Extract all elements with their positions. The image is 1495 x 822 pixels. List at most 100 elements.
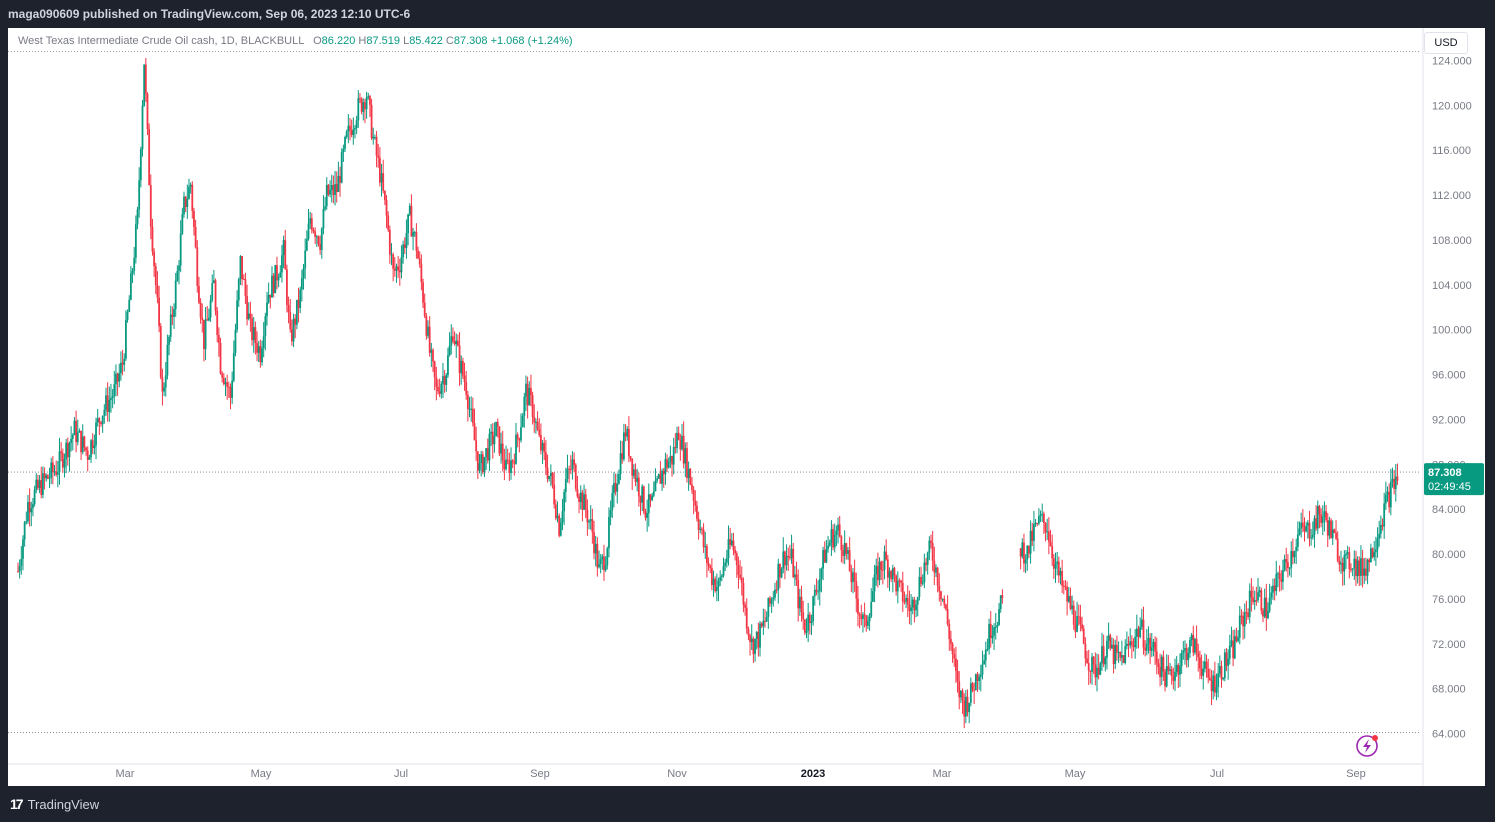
candle-body [900,580,903,583]
candle-body [913,599,916,611]
candle-body [661,470,663,484]
candle-body [382,173,385,191]
candle-body [56,472,59,475]
candle-body [760,623,763,627]
candle-body [968,702,971,713]
candle-body [984,649,987,661]
candle-body [671,455,673,465]
candle-body [1165,666,1168,687]
candle-body [752,638,755,655]
price-chart[interactable]: 124.000 120.000 116.000 112.000 108.000 104.0… [8,28,1485,786]
candle-body [742,582,745,605]
candle-body [745,607,748,629]
candle-body [148,129,151,186]
candle-body [867,621,869,626]
candle-body [23,522,26,540]
candle-body [1150,647,1153,651]
candle-body [681,435,683,450]
candle-body [1081,624,1083,629]
candle-body [706,546,708,564]
currency-selector[interactable]: USD [1424,32,1468,54]
candle-body [1072,605,1075,625]
candle-body [1331,529,1334,539]
candle-body [696,505,698,519]
chart-panel[interactable]: 124.000 120.000 116.000 112.000 108.000 104.0… [8,28,1485,786]
candle-body [378,157,381,183]
candle-body [712,578,715,586]
candle-body [1396,476,1399,481]
candle-body [65,442,68,460]
candle-body [251,318,253,341]
candle-body [465,382,468,395]
candle-body [802,612,805,620]
candle-body [96,418,99,423]
candle-body [427,326,429,336]
candle-body [999,595,1002,610]
candle-body [901,582,904,602]
candle-body [1228,645,1231,659]
candle-body [498,426,501,454]
candle-body [1315,518,1318,529]
candle-body [676,432,678,449]
candle-body [325,184,328,207]
candle-body [1169,669,1171,671]
candle-body [166,344,169,376]
candle-body [1082,628,1085,644]
candle-body [1328,520,1331,536]
candle-body [457,340,459,346]
candle-body [488,433,491,461]
candle-body [402,244,405,258]
candle-body [199,302,202,318]
candle-body [916,596,919,605]
candle-body [1180,653,1183,666]
candle-body [1087,663,1090,671]
candle-body [935,567,937,573]
high-value: 87.519 [366,35,400,47]
candle-body [1220,666,1223,680]
tradingview-logo[interactable]: 17 TradingView [10,796,99,812]
candle-body [828,542,831,546]
candle-body [1277,573,1279,575]
candle-body [485,448,488,458]
candle-body [232,353,235,381]
candle-body [408,205,411,215]
candle-body [347,125,350,132]
candle-body [481,454,484,473]
candle-body [719,577,722,581]
candle-body [779,563,781,578]
candle-body [17,570,19,572]
candle-body [335,184,338,193]
y-tick-label: 84.000 [1432,504,1466,516]
candle-body [193,210,195,228]
candle-body [852,572,854,583]
candle-body [621,453,624,460]
candle-body [1049,541,1052,546]
candle-body [1067,595,1070,602]
candle-body [750,638,753,643]
candle-body [385,199,388,216]
candle-body [405,233,408,249]
candle-body [1308,522,1311,539]
candle-body [988,623,990,650]
publish-text: maga090609 published on TradingView.com,… [8,7,411,21]
candle-body [78,430,81,433]
candle-body [682,435,685,464]
candle-body [656,478,658,481]
candle-body [876,565,879,581]
candle-body [45,475,48,479]
candle-body [176,270,179,281]
candle-body [1179,665,1181,675]
x-tick-label: Jul [1210,768,1224,780]
candle-body [440,383,443,394]
candle-body [334,184,336,195]
candle-body [724,562,727,567]
candle-body [709,565,712,569]
candle-body [915,604,917,611]
candle-body [237,279,240,301]
candle-body [143,64,146,106]
candle-body [563,492,566,512]
candle-body [158,297,160,327]
x-tick-label: Jul [394,768,408,780]
candle-body [70,438,73,443]
candle-body [1245,612,1248,614]
